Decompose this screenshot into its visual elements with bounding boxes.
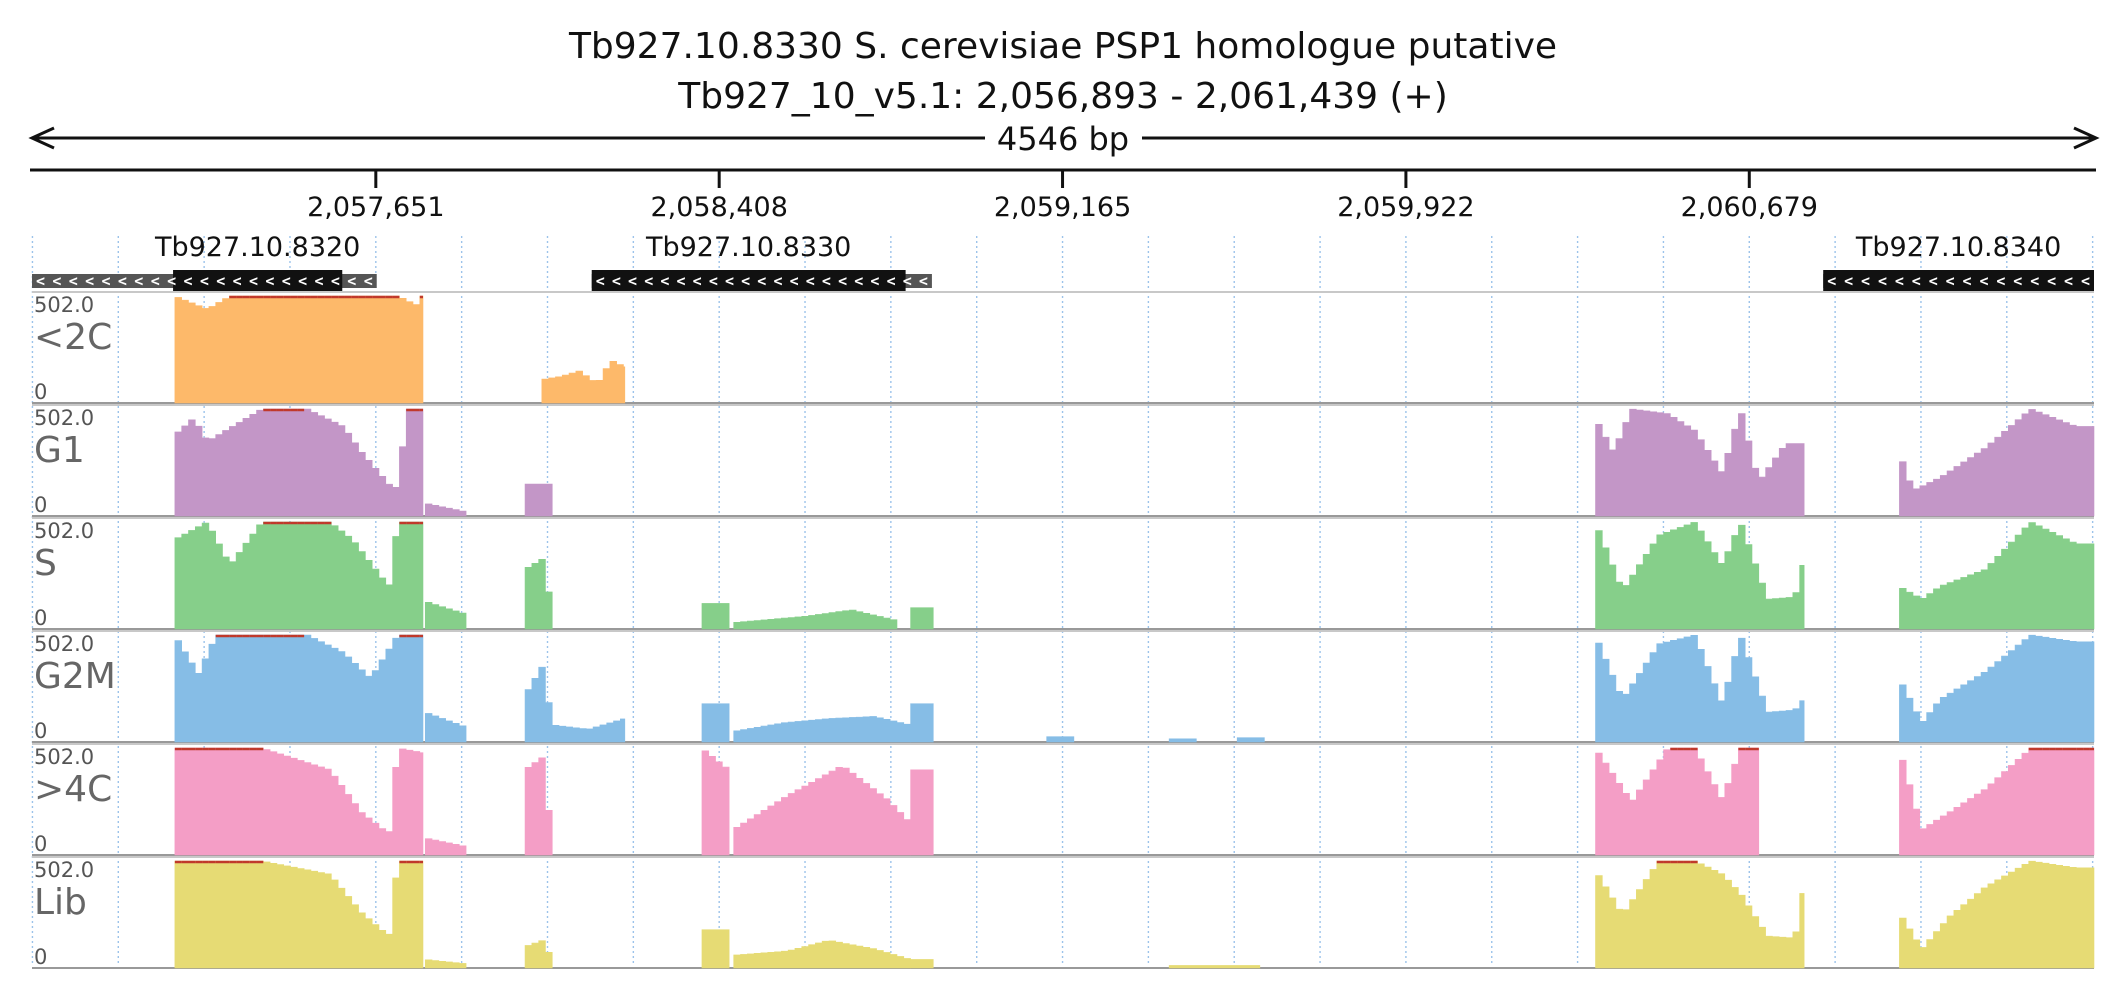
track-name-label: S: [34, 543, 57, 584]
coverage-area: [1595, 747, 1760, 856]
gene-feature: <<<<<<<<<<<<<<<<Tb927.10.8340: [1823, 232, 2094, 292]
gene-label: Tb927.10.8340: [1855, 232, 2061, 263]
track-ymax-label: 502.0: [34, 293, 94, 317]
span-ruler: 4546 bp: [28, 120, 2100, 158]
axis-tick-label: 2,057,651: [307, 192, 444, 223]
coverage-area: [424, 959, 467, 969]
coverage-area: [174, 521, 424, 630]
coverage-tracks: 502.00<2C502.00G1502.00S502.00G2M502.00>…: [32, 291, 2095, 969]
axis-tick-label: 2,059,165: [994, 192, 1131, 223]
gene-strand-arrows: <<<<<<<<<<<<<<<<<<<<<: [36, 272, 373, 290]
track-ymin-label: 0: [34, 606, 47, 630]
coverage-area: [1899, 522, 2095, 630]
coverage-area: [1168, 965, 1261, 969]
coverage-area: [524, 666, 626, 743]
coverage-area: [174, 295, 424, 404]
axis-ticks: 2,057,651 2,058,408 2,059,165 2,059,922 2,06…: [307, 170, 1818, 223]
coverage-area: [174, 634, 424, 743]
coverage-area: [1595, 522, 1805, 630]
track-ymax-label: 502.0: [34, 632, 94, 656]
coverage-area: [910, 703, 934, 743]
coverage-track: 502.0 0 >4C: [32, 743, 2095, 856]
track-ymin-label: 0: [34, 832, 47, 856]
coverage-track: 502.0 0 <2C: [32, 291, 2094, 404]
axis-tick-label: 2,059,922: [1337, 192, 1474, 223]
coverage-area: [733, 767, 911, 856]
coverage-area: [524, 559, 553, 630]
coverage-area: [524, 483, 553, 517]
coverage-area: [910, 769, 934, 856]
coverage-track: 502.0 0 G2M: [32, 630, 2095, 743]
track-ymax-label: 502.0: [34, 858, 94, 882]
coverage-area: [910, 607, 934, 630]
track-ymax-label: 502.0: [34, 519, 94, 543]
gene-feature: <<<<<<<<<<<<<<<<<<<<< Tb927.10.8320: [32, 232, 377, 292]
coverage-track: 502.0 0 Lib: [32, 856, 2095, 969]
track-ymin-label: 0: [34, 380, 47, 404]
coverage-area: [733, 716, 911, 743]
coverage-track: 502.0 0 G1: [32, 404, 2095, 517]
coverage-area: [524, 757, 553, 856]
coverage-area: [733, 609, 898, 630]
coverage-area: [1236, 737, 1265, 743]
coverage-area: [1046, 736, 1075, 743]
gene-feature: <<<<<<<<<<<<<<<<<<<<< Tb927.10.8330: [591, 232, 932, 292]
gene-label: Tb927.10.8330: [645, 232, 851, 263]
coverage-area: [1595, 860, 1805, 969]
track-name-label: Lib: [34, 882, 87, 923]
coverage-area: [174, 860, 424, 969]
track-ymin-label: 0: [34, 493, 47, 517]
track-name-label: G1: [34, 430, 85, 471]
track-name-label: G2M: [34, 656, 116, 697]
coverage-area: [1168, 738, 1197, 743]
coverage-area: [910, 959, 934, 969]
coverage-area: [424, 838, 467, 856]
axis-tick-label: 2,058,408: [650, 192, 787, 223]
track-ymax-label: 502.0: [34, 406, 94, 430]
track-ymin-label: 0: [34, 945, 47, 969]
coverage-area: [524, 940, 553, 969]
coverage-area: [174, 747, 424, 856]
coverage-area: [424, 503, 467, 517]
span-label: 4546 bp: [997, 120, 1129, 158]
coverage-area: [1595, 634, 1805, 743]
coverage-area: [1899, 634, 2095, 743]
coverage-area: [701, 603, 730, 630]
coverage-area: [1899, 860, 2095, 969]
coverage-area: [424, 713, 467, 743]
track-ymax-label: 502.0: [34, 745, 94, 769]
gene-cds-bar: [1823, 270, 2094, 292]
gene-cds-bar: [173, 270, 343, 292]
coverage-area: [701, 703, 730, 743]
gene-strand-arrows: <<<<<<<<<<<<<<<<<<<<<: [596, 272, 928, 290]
gene-track: <<<<<<<<<<<<<<<<<<<<<Tb927.10.8320<<<<<<…: [32, 232, 2094, 292]
coverage-area: [1899, 409, 2095, 517]
coverage-area: [541, 361, 626, 404]
span-arrow-head-right: [2073, 126, 2100, 150]
span-arrow-head-left: [28, 126, 55, 150]
coverage-area: [424, 602, 467, 630]
coverage-area: [701, 929, 730, 969]
gene-cds-bar: [591, 270, 906, 292]
gene-label: Tb927.10.8320: [154, 232, 360, 263]
track-ymin-label: 0: [34, 719, 47, 743]
chart-subtitle: Tb927_10_v5.1: 2,056,893 - 2,061,439 (+): [677, 76, 1448, 117]
coverage-area: [174, 408, 424, 517]
coverage-area: [1899, 747, 2095, 856]
chart-title: Tb927.10.8330 S. cerevisiae PSP1 homolog…: [568, 26, 1557, 67]
track-name-label: <2C: [34, 317, 112, 358]
coverage-area: [701, 750, 730, 856]
coverage-area: [733, 940, 911, 969]
coverage-area: [1595, 408, 1805, 517]
track-name-label: >4C: [34, 769, 112, 810]
coordinate-axis: 2,057,651 2,058,408 2,059,165 2,059,922 2,06…: [30, 168, 2096, 223]
coverage-track: 502.0 0 S: [32, 517, 2095, 630]
axis-tick-label: 2,060,679: [1681, 192, 1818, 223]
